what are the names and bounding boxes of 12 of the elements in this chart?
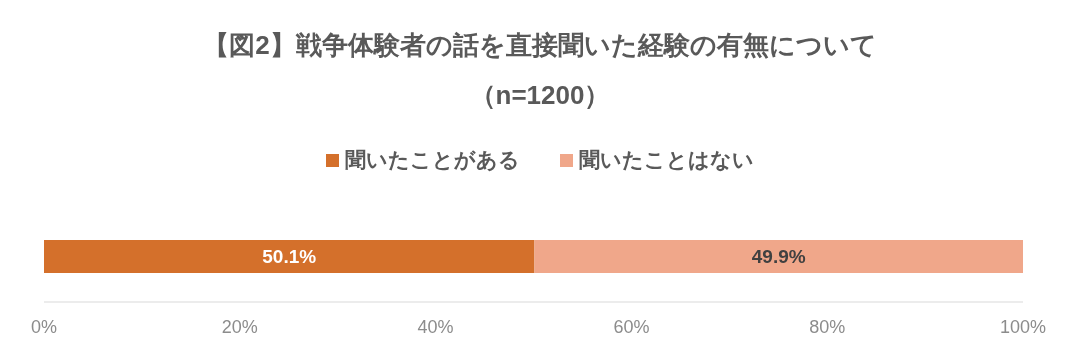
x-tick-label: 80%	[809, 316, 846, 337]
data-label: 49.9%	[751, 246, 806, 267]
legend-label: 聞いたことはない	[579, 147, 754, 174]
chart-subtitle: （n=1200）	[468, 79, 612, 112]
x-tick-label: 100%	[999, 316, 1047, 337]
x-tick-label: 40%	[417, 316, 454, 337]
legend-label: 聞いたことがある	[345, 147, 520, 174]
chart-title: 【図2】戦争体験者の話を直接聞いた経験の有無について	[202, 29, 878, 62]
x-tick-label: 20%	[221, 316, 258, 337]
data-label: 50.1%	[262, 246, 317, 267]
x-tick-label: 60%	[613, 316, 650, 337]
x-tick-label: 0%	[30, 316, 58, 337]
